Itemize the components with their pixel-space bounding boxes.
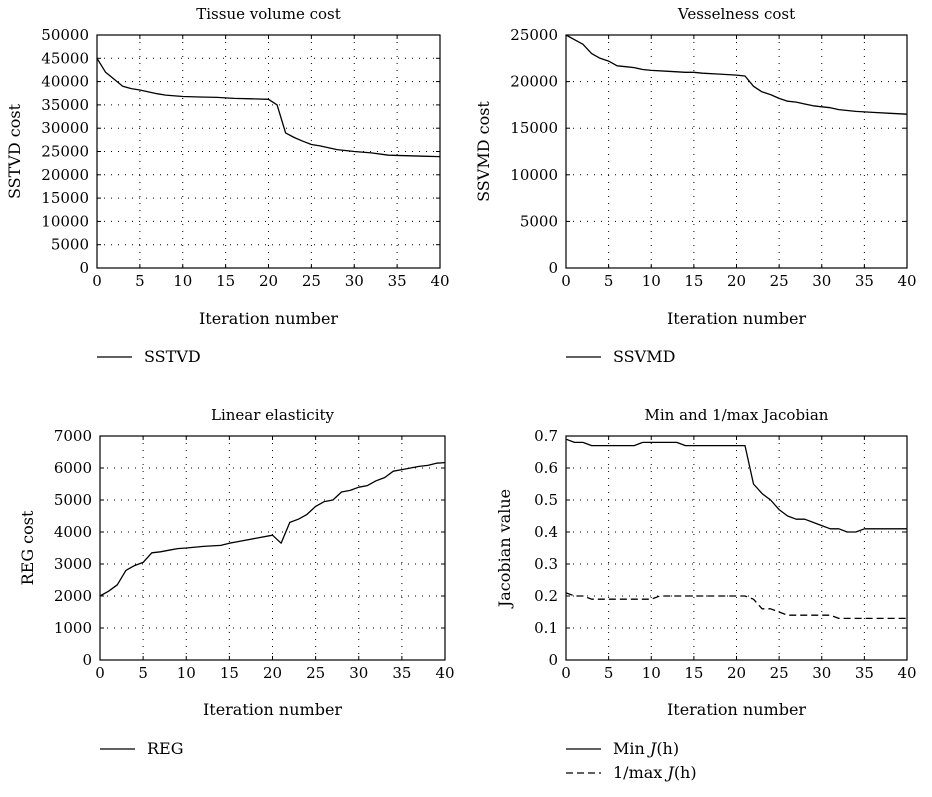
legend-label: Min J(h) bbox=[613, 739, 679, 758]
y-tick-label: 4000 bbox=[54, 523, 92, 541]
series-line bbox=[565, 438, 907, 533]
x-tick-label: 25 bbox=[302, 272, 321, 290]
legend-label: REG bbox=[147, 739, 184, 758]
x-tick-label: 15 bbox=[684, 664, 703, 682]
x-tick-label: 40 bbox=[897, 664, 916, 682]
x-axis-label: Iteration number bbox=[203, 700, 342, 719]
x-tick-label: 30 bbox=[812, 664, 831, 682]
chart-title: Vesselness cost bbox=[677, 5, 795, 23]
y-tick-label: 0.7 bbox=[534, 427, 558, 445]
x-tick-label: 30 bbox=[812, 272, 831, 290]
x-tick-label: 10 bbox=[642, 272, 661, 290]
y-tick-label: 15000 bbox=[41, 189, 89, 207]
chart-title: Linear elasticity bbox=[211, 406, 335, 424]
x-axis-label: Iteration number bbox=[667, 700, 806, 719]
chart-panel-4: Min and 1/max Jacobian 0 5 10 15 20 25 30 35 40 0 0… bbox=[495, 406, 917, 782]
x-tick-label: 10 bbox=[173, 272, 192, 290]
y-tick-label: 5000 bbox=[54, 491, 92, 509]
y-tick-label: 6000 bbox=[54, 459, 92, 477]
chart-title: Min and 1/max Jacobian bbox=[645, 406, 829, 424]
y-tick-label: 3000 bbox=[54, 555, 92, 573]
series-line bbox=[96, 57, 441, 158]
x-tick-label: 0 bbox=[561, 272, 571, 290]
y-tick-label: 0 bbox=[79, 259, 89, 277]
x-tick-label: 35 bbox=[855, 272, 874, 290]
y-axis-label: SSTVD cost bbox=[5, 103, 24, 199]
y-tick-label: 5000 bbox=[520, 212, 558, 230]
y-tick-label: 50000 bbox=[41, 26, 89, 44]
x-tick-label: 0 bbox=[92, 272, 102, 290]
y-axis-label: REG cost bbox=[18, 510, 37, 585]
x-tick-label: 15 bbox=[684, 272, 703, 290]
y-axis-label: SSVMD cost bbox=[474, 101, 493, 202]
y-tick-label: 15000 bbox=[510, 119, 558, 137]
y-tick-label: 2000 bbox=[54, 587, 92, 605]
x-tick-label: 0 bbox=[95, 664, 105, 682]
plot-frame bbox=[565, 34, 908, 269]
y-tick-label: 10000 bbox=[41, 212, 89, 230]
y-tick-label: 7000 bbox=[54, 427, 92, 445]
x-tick-label: 5 bbox=[604, 272, 614, 290]
y-tick-label: 0 bbox=[548, 259, 558, 277]
legend-label: 1/max J(h) bbox=[613, 763, 697, 782]
x-tick-label: 25 bbox=[770, 664, 789, 682]
x-axis-label: Iteration number bbox=[199, 309, 338, 328]
x-tick-label: 15 bbox=[216, 272, 235, 290]
y-tick-label: 45000 bbox=[41, 49, 89, 67]
chart-panel-3: Linear elasticity 0 5 10 15 20 25 30 35 40 0 1000 20… bbox=[18, 406, 455, 758]
x-tick-label: 35 bbox=[388, 272, 407, 290]
series-line bbox=[565, 34, 908, 115]
series-line bbox=[99, 461, 446, 597]
y-tick-label: 0.4 bbox=[534, 523, 558, 541]
x-tick-label: 40 bbox=[897, 272, 916, 290]
x-axis-label: Iteration number bbox=[667, 309, 806, 328]
x-tick-label: 35 bbox=[855, 664, 874, 682]
x-tick-label: 30 bbox=[345, 272, 364, 290]
y-tick-label: 20000 bbox=[41, 166, 89, 184]
y-tick-label: 5000 bbox=[51, 236, 89, 254]
y-tick-label: 0.6 bbox=[534, 459, 558, 477]
y-tick-label: 35000 bbox=[41, 96, 89, 114]
x-tick-label: 5 bbox=[135, 272, 145, 290]
x-tick-label: 30 bbox=[349, 664, 368, 682]
y-tick-label: 30000 bbox=[41, 119, 89, 137]
x-tick-label: 0 bbox=[561, 664, 571, 682]
x-tick-label: 40 bbox=[435, 664, 454, 682]
y-tick-label: 40000 bbox=[41, 73, 89, 91]
y-axis-label: Jacobian value bbox=[495, 489, 514, 609]
y-tick-label: 25000 bbox=[41, 143, 89, 161]
y-tick-label: 0.1 bbox=[534, 619, 558, 637]
x-tick-label: 10 bbox=[177, 664, 196, 682]
legend-label: SSVMD bbox=[613, 347, 675, 366]
y-tick-label: 10000 bbox=[510, 166, 558, 184]
legend-label: SSTVD bbox=[144, 347, 201, 366]
y-tick-label: 0.5 bbox=[534, 491, 558, 509]
x-tick-label: 15 bbox=[220, 664, 239, 682]
x-tick-label: 20 bbox=[727, 664, 746, 682]
x-tick-label: 5 bbox=[604, 664, 614, 682]
y-tick-label: 1000 bbox=[54, 619, 92, 637]
plot-frame bbox=[96, 34, 441, 269]
y-tick-label: 20000 bbox=[510, 73, 558, 91]
y-tick-label: 0 bbox=[82, 651, 92, 669]
chart-title: Tissue volume cost bbox=[196, 5, 341, 23]
y-tick-label: 0 bbox=[548, 651, 558, 669]
x-tick-label: 25 bbox=[306, 664, 325, 682]
x-tick-label: 35 bbox=[392, 664, 411, 682]
x-tick-label: 20 bbox=[259, 272, 278, 290]
x-tick-label: 10 bbox=[642, 664, 661, 682]
x-tick-label: 20 bbox=[263, 664, 282, 682]
y-tick-label: 0.3 bbox=[534, 555, 558, 573]
x-tick-label: 40 bbox=[430, 272, 449, 290]
chart-panel-2: Vesselness cost 0 5 10 15 20 25 30 35 40 0 5000 1000… bbox=[474, 5, 917, 366]
x-tick-label: 20 bbox=[727, 272, 746, 290]
x-tick-label: 25 bbox=[770, 272, 789, 290]
series-line bbox=[565, 592, 907, 620]
y-tick-label: 0.2 bbox=[534, 587, 558, 605]
x-tick-label: 5 bbox=[138, 664, 148, 682]
y-tick-label: 25000 bbox=[510, 26, 558, 44]
